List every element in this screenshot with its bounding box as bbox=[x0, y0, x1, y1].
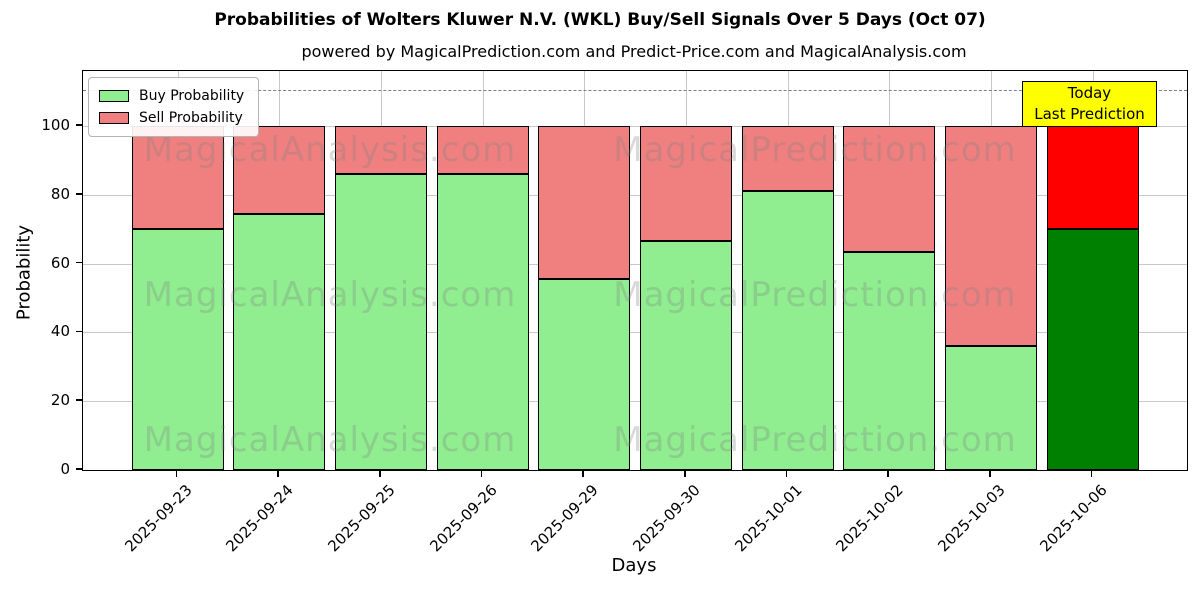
y-axis-label: Probability bbox=[13, 224, 35, 321]
bar-segment-buy bbox=[944, 346, 1037, 470]
x-tick-label: 2025-09-26 bbox=[425, 481, 501, 556]
h-gridline bbox=[83, 263, 1187, 265]
bar-segment-sell bbox=[741, 126, 834, 192]
watermark-text: MagicalAnalysis.com bbox=[143, 420, 517, 460]
h-gridline bbox=[83, 126, 1187, 128]
y-tick-mark bbox=[76, 124, 82, 126]
legend: Buy Probability Sell Probability bbox=[88, 77, 260, 137]
bar-segment-buy bbox=[334, 174, 427, 470]
legend-item-sell: Sell Probability bbox=[99, 107, 244, 129]
x-tick-label: 2025-10-06 bbox=[1035, 481, 1111, 556]
x-tick-label: 2025-09-25 bbox=[324, 481, 399, 556]
bar-segment-sell bbox=[639, 126, 732, 242]
x-tick-mark bbox=[480, 470, 483, 477]
annotation-line2: Last Prediction bbox=[1034, 105, 1145, 123]
dashed-line bbox=[83, 89, 1187, 91]
x-tick-mark bbox=[175, 470, 178, 477]
h-gridline bbox=[83, 194, 1187, 196]
x-tick-mark bbox=[582, 470, 584, 477]
y-tick-label: 40 bbox=[50, 322, 70, 341]
x-tick-mark bbox=[277, 470, 279, 477]
sell-swatch-icon bbox=[99, 112, 129, 124]
annotation-line1: Today bbox=[1067, 84, 1112, 102]
y-tick-label: 80 bbox=[50, 184, 70, 203]
y-tick-mark bbox=[76, 468, 82, 470]
bar-segment-sell bbox=[334, 126, 427, 175]
y-tick-label: 20 bbox=[50, 391, 70, 410]
x-tick-mark bbox=[684, 470, 686, 477]
x-tick-label: 2025-10-02 bbox=[832, 481, 907, 556]
bar-segment-sell bbox=[944, 126, 1037, 347]
watermark-text: MagicalPrediction.com bbox=[613, 275, 1017, 315]
chart-subtitle: powered by MagicalPrediction.com and Pre… bbox=[301, 42, 967, 61]
x-tick-label: 2025-10-03 bbox=[934, 481, 1009, 556]
watermark-text: MagicalPrediction.com bbox=[613, 420, 1017, 460]
legend-item-buy: Buy Probability bbox=[99, 85, 244, 107]
bar-segment-buy bbox=[1046, 229, 1139, 470]
x-tick-mark bbox=[887, 470, 889, 477]
x-tick-label: 2025-09-24 bbox=[222, 481, 297, 556]
x-tick-mark bbox=[1090, 470, 1093, 477]
bar-segment-sell bbox=[843, 126, 936, 252]
x-tick-label: 2025-09-30 bbox=[629, 481, 704, 556]
x-tick-label: 2025-10-01 bbox=[730, 481, 806, 556]
watermark-text: MagicalAnalysis.com bbox=[143, 275, 517, 315]
buy-swatch-icon bbox=[99, 90, 129, 102]
bar-segment-buy bbox=[436, 174, 529, 470]
x-tick-mark bbox=[989, 470, 991, 477]
legend-label-buy: Buy Probability bbox=[139, 88, 245, 104]
x-axis-label: Days bbox=[611, 555, 657, 576]
x-tick-label: 2025-09-29 bbox=[527, 481, 602, 556]
y-tick-mark bbox=[76, 193, 82, 195]
bar-segment-buy bbox=[131, 229, 224, 470]
y-tick-label: 100 bbox=[41, 116, 70, 135]
bar-segment-buy bbox=[639, 241, 732, 470]
bar-segment-sell bbox=[1046, 126, 1139, 230]
y-tick-mark bbox=[76, 330, 82, 333]
y-tick-mark bbox=[76, 399, 82, 401]
bar-segment-buy bbox=[843, 251, 936, 470]
bar-segment-buy bbox=[233, 213, 326, 470]
legend-label-sell: Sell Probability bbox=[139, 110, 243, 126]
plot-area: Buy Probability Sell Probability bbox=[82, 70, 1188, 471]
y-tick-label: 60 bbox=[50, 253, 70, 272]
bar-segment-sell bbox=[436, 126, 529, 175]
y-tick-mark bbox=[76, 261, 82, 264]
today-annotation: Today Last Prediction bbox=[1022, 81, 1157, 127]
y-tick-label: 0 bbox=[60, 460, 70, 478]
bar-segment-sell bbox=[538, 126, 631, 280]
bar-segment-buy bbox=[741, 191, 834, 470]
h-gridline bbox=[83, 401, 1187, 403]
page-title: Probabilities of Wolters Kluwer N.V. (WK… bbox=[214, 10, 986, 30]
bar-segment-sell bbox=[131, 126, 224, 230]
x-tick-mark bbox=[785, 470, 788, 477]
x-tick-mark bbox=[379, 470, 381, 477]
watermark-text: MagicalPrediction.com bbox=[613, 130, 1017, 170]
x-tick-label: 2025-09-23 bbox=[120, 481, 196, 556]
bar-segment-buy bbox=[538, 279, 631, 470]
h-gridline bbox=[83, 332, 1187, 334]
bar-segment-sell bbox=[233, 126, 326, 214]
